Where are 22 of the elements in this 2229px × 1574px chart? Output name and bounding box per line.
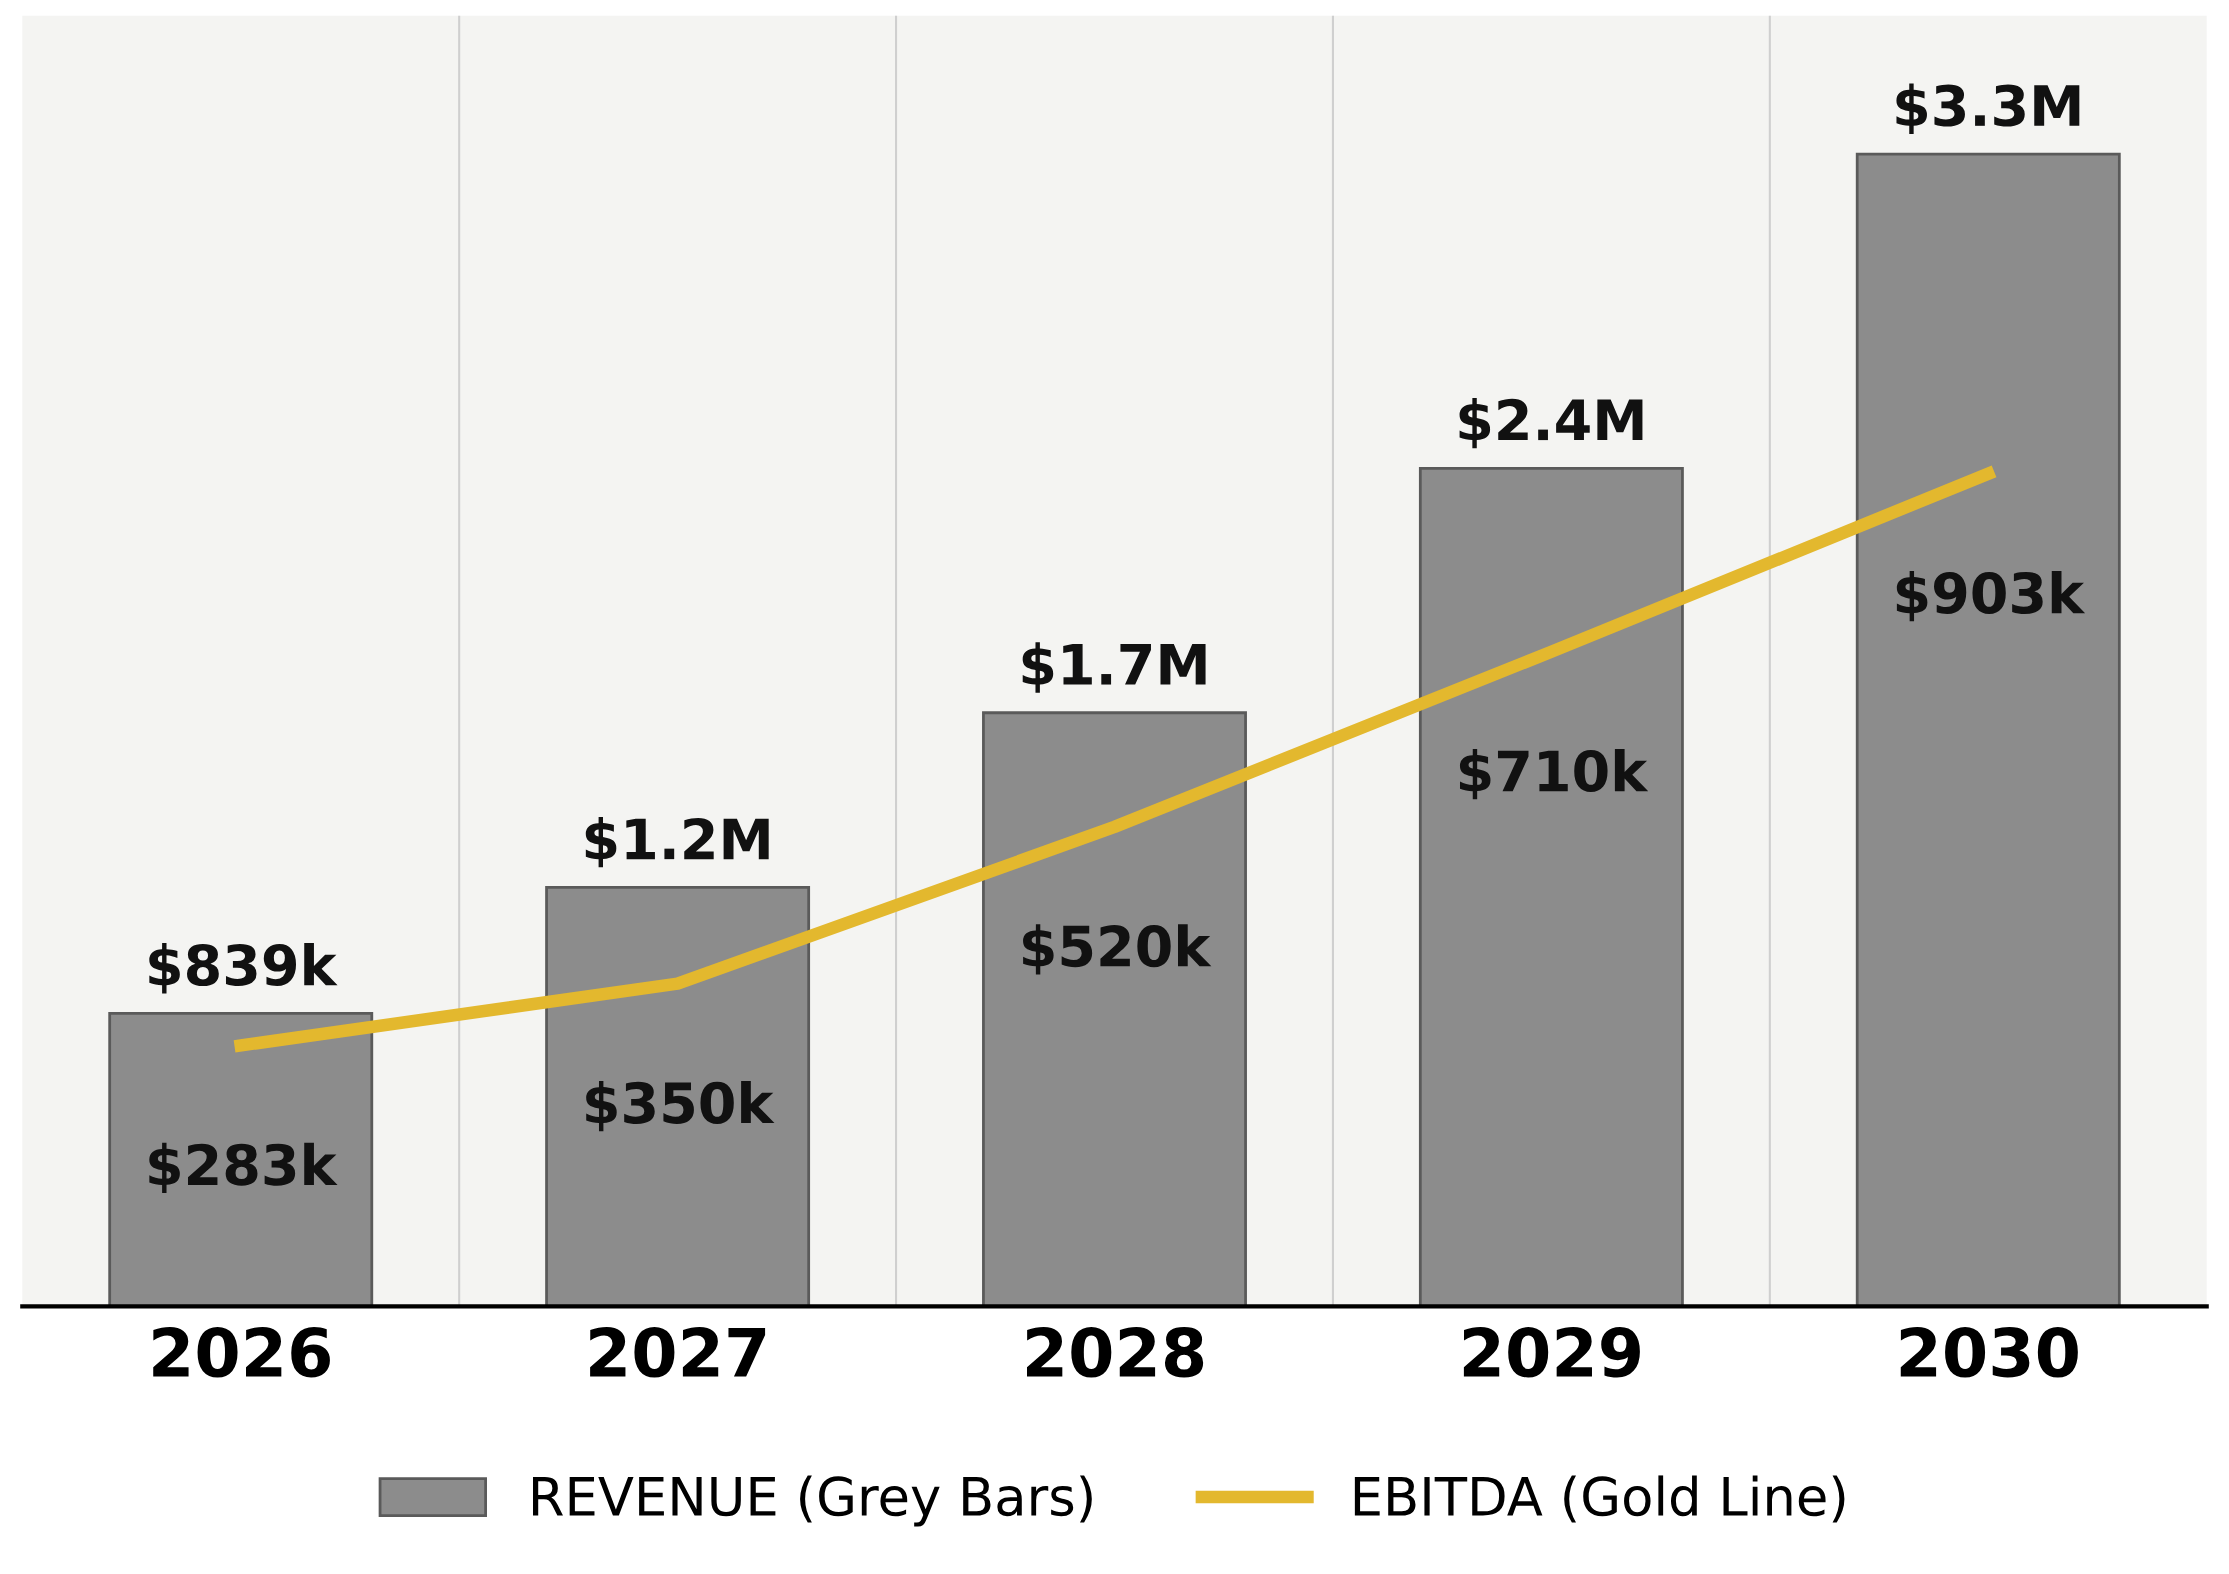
data-label: $903k (1896, 570, 2086, 622)
data-label: $520k (1023, 924, 1212, 975)
x-tick-label: 2029 (1463, 1327, 1640, 1378)
data-label: $839k (149, 943, 338, 994)
x-tick-label: 2030 (1900, 1327, 2078, 1378)
bar (982, 711, 1247, 1307)
legend-label: EBITDA (Gold Line) (1354, 1475, 1845, 1523)
bar (1418, 466, 1684, 1307)
x-tick-label: 2026 (153, 1327, 330, 1378)
data-label: $1.2M (585, 816, 769, 868)
x-tick-label: 2028 (1027, 1327, 1204, 1378)
data-label: $1.7M (1022, 642, 1206, 693)
data-label: $3.3M (1896, 83, 2080, 134)
bar (545, 885, 811, 1307)
legend-label: REVENUE (Grey Bars) (533, 1475, 1092, 1527)
data-label: $350k (586, 1080, 775, 1132)
bar (1855, 152, 2121, 1307)
x-tick-label: 2027 (590, 1327, 766, 1378)
bar (108, 1012, 374, 1307)
data-label: $2.4M (1459, 397, 1643, 449)
data-label: $283k (149, 1142, 338, 1194)
data-label: $710k (1459, 748, 1649, 800)
